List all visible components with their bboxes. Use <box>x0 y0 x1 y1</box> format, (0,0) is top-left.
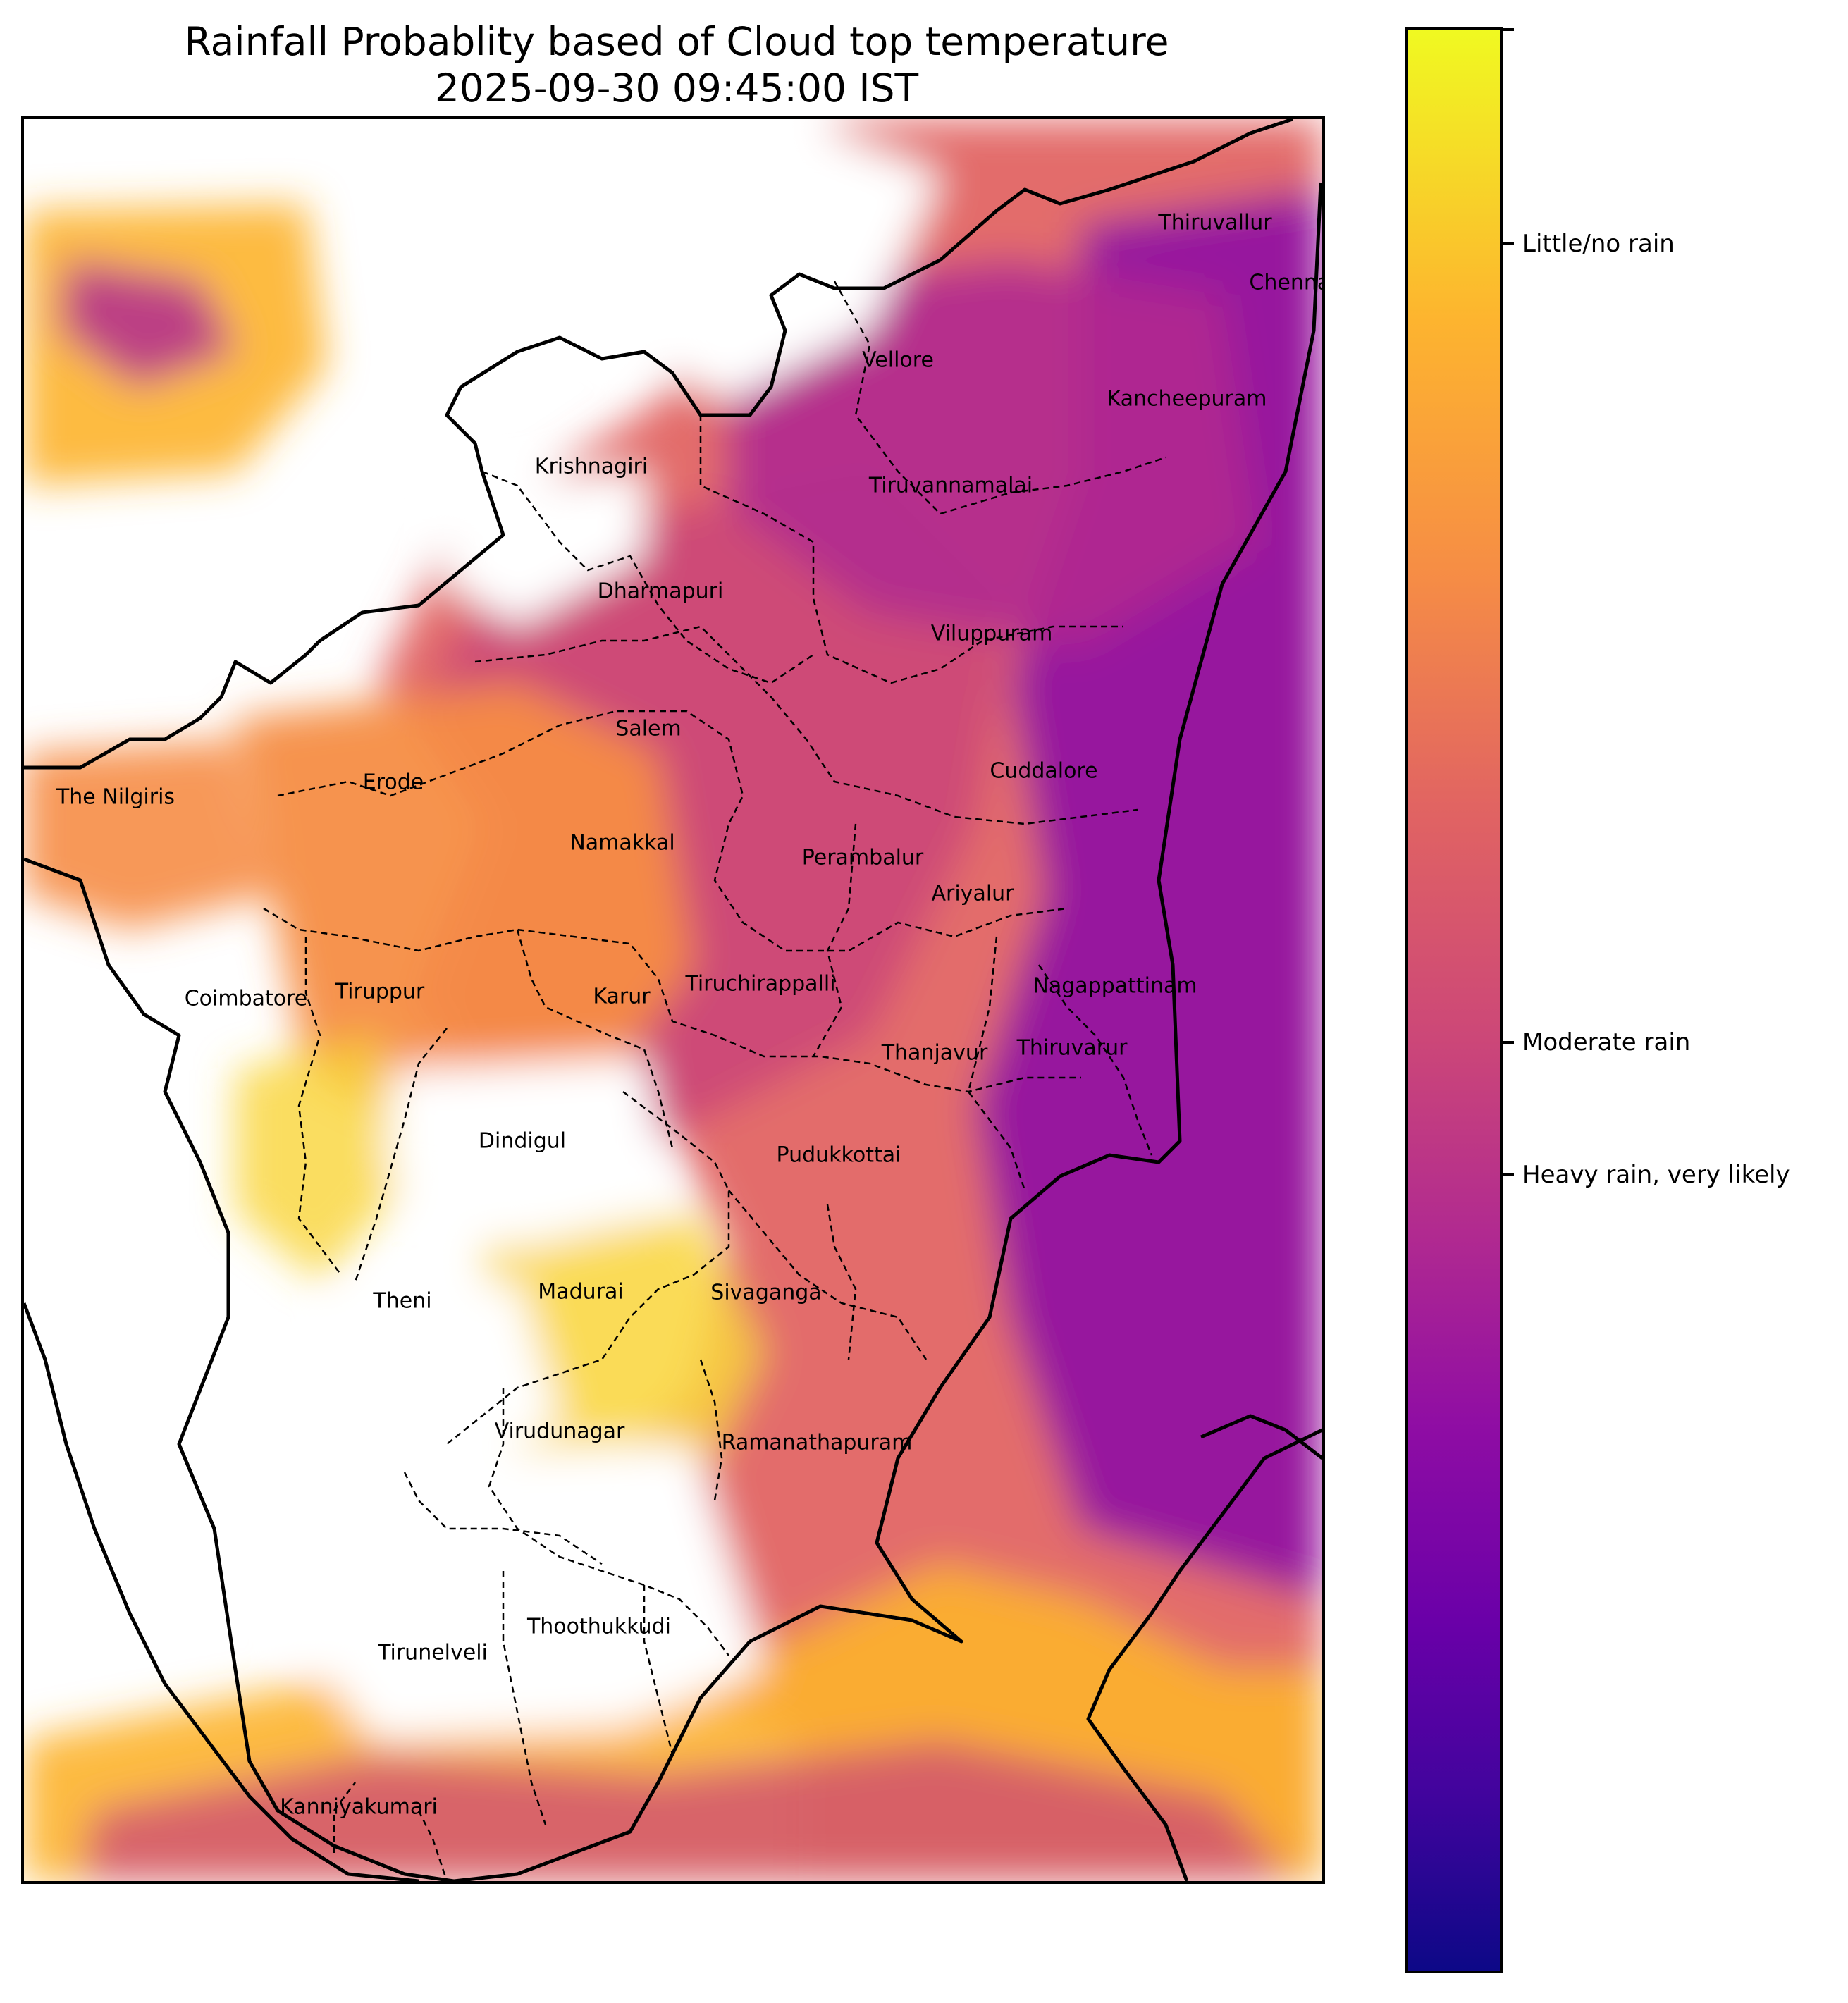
rainfall-map: Thiruvallur Chennai Vellore Kancheepuram… <box>21 116 1325 1884</box>
district-label: The Nilgiris <box>56 784 175 810</box>
district-label: Coimbatore <box>184 986 308 1011</box>
sri-lanka-jaffna <box>1200 1414 1322 1460</box>
colorbar-label-moderate-rain: Moderate rain <box>1522 1028 1691 1056</box>
district-label: Thiruvallur <box>1158 210 1272 235</box>
district-label: Chennai <box>1249 270 1322 295</box>
district-label: Kanniyakumari <box>280 1794 438 1820</box>
district-label: Ariyalur <box>931 881 1014 906</box>
rain-field-west <box>235 683 694 1141</box>
rain-field-south-core <box>80 1740 1293 1881</box>
coastline-and-state-border <box>24 119 1322 1881</box>
colorbar-label-little-no-rain: Little/no rain <box>1522 230 1675 258</box>
district-label: Madurai <box>538 1279 624 1305</box>
district-label: Tirunelveli <box>378 1640 488 1665</box>
district-label: Tiruchirappalli <box>685 971 836 997</box>
colorbar-tick-moderate-rain <box>1503 1041 1514 1044</box>
map-title-line2: 2025-09-30 09:45:00 IST <box>434 66 919 111</box>
district-label: Thanjavur <box>881 1040 988 1066</box>
map-title: Rainfall Probablity based of Cloud top t… <box>21 18 1332 111</box>
rain-field-dry-dindigul <box>390 1056 672 1247</box>
district-label: Kancheepuram <box>1107 386 1267 412</box>
kerala-coast <box>24 1302 419 1881</box>
district-label: Erode <box>362 770 424 795</box>
district-label: Thoothukkudi <box>526 1614 672 1639</box>
colorbar-tick-top <box>1503 28 1514 31</box>
district-label: Tiruvannamalai <box>868 473 1033 498</box>
district-label: Viluppuram <box>930 621 1053 646</box>
rain-field-dry-south <box>292 1444 764 1740</box>
district-label: Theni <box>373 1288 432 1314</box>
district-label: Dindigul <box>478 1128 567 1154</box>
district-boundaries <box>263 281 1166 1881</box>
district-label: Tiruppur <box>335 979 425 1004</box>
sri-lanka-coast <box>1086 1428 1322 1881</box>
colorbar-tick-heavy-rain <box>1503 1173 1514 1176</box>
district-label: Cuddalore <box>990 758 1098 784</box>
map-canvas <box>24 119 1322 1881</box>
district-label: Karur <box>593 984 651 1009</box>
district-label: Sivaganga <box>710 1280 822 1305</box>
district-label: Ramanathapuram <box>721 1430 913 1455</box>
rain-field-dry-theni <box>327 1282 560 1493</box>
rain-field-dindigul <box>235 1035 412 1282</box>
district-label: Virudunagar <box>494 1419 625 1444</box>
district-label: Namakkal <box>569 830 675 856</box>
district-label: Pudukkottai <box>776 1142 901 1168</box>
rain-field-nw-core <box>59 260 235 387</box>
district-label: Krishnagiri <box>534 454 648 479</box>
district-label: Thiruvarur <box>1016 1035 1128 1061</box>
tamil-nadu-outline <box>24 119 1322 1881</box>
district-label: Nagappattinam <box>1033 973 1197 999</box>
district-label: Perambalur <box>801 845 924 870</box>
district-label: Vellore <box>862 347 934 373</box>
rain-probability-field <box>24 119 1322 1881</box>
colorbar <box>1405 27 1503 1973</box>
colorbar-tick-little-no-rain <box>1503 242 1514 245</box>
rain-field-nilgiris <box>24 739 271 930</box>
colorbar-label-heavy-rain: Heavy rain, very likely <box>1522 1161 1790 1189</box>
map-title-line1: Rainfall Probablity based of Cloud top t… <box>184 19 1169 64</box>
district-label: Dharmapuri <box>597 579 724 604</box>
district-label: Salem <box>615 716 682 741</box>
rain-field-north <box>729 260 1257 648</box>
rain-field-dry-north <box>517 119 940 401</box>
